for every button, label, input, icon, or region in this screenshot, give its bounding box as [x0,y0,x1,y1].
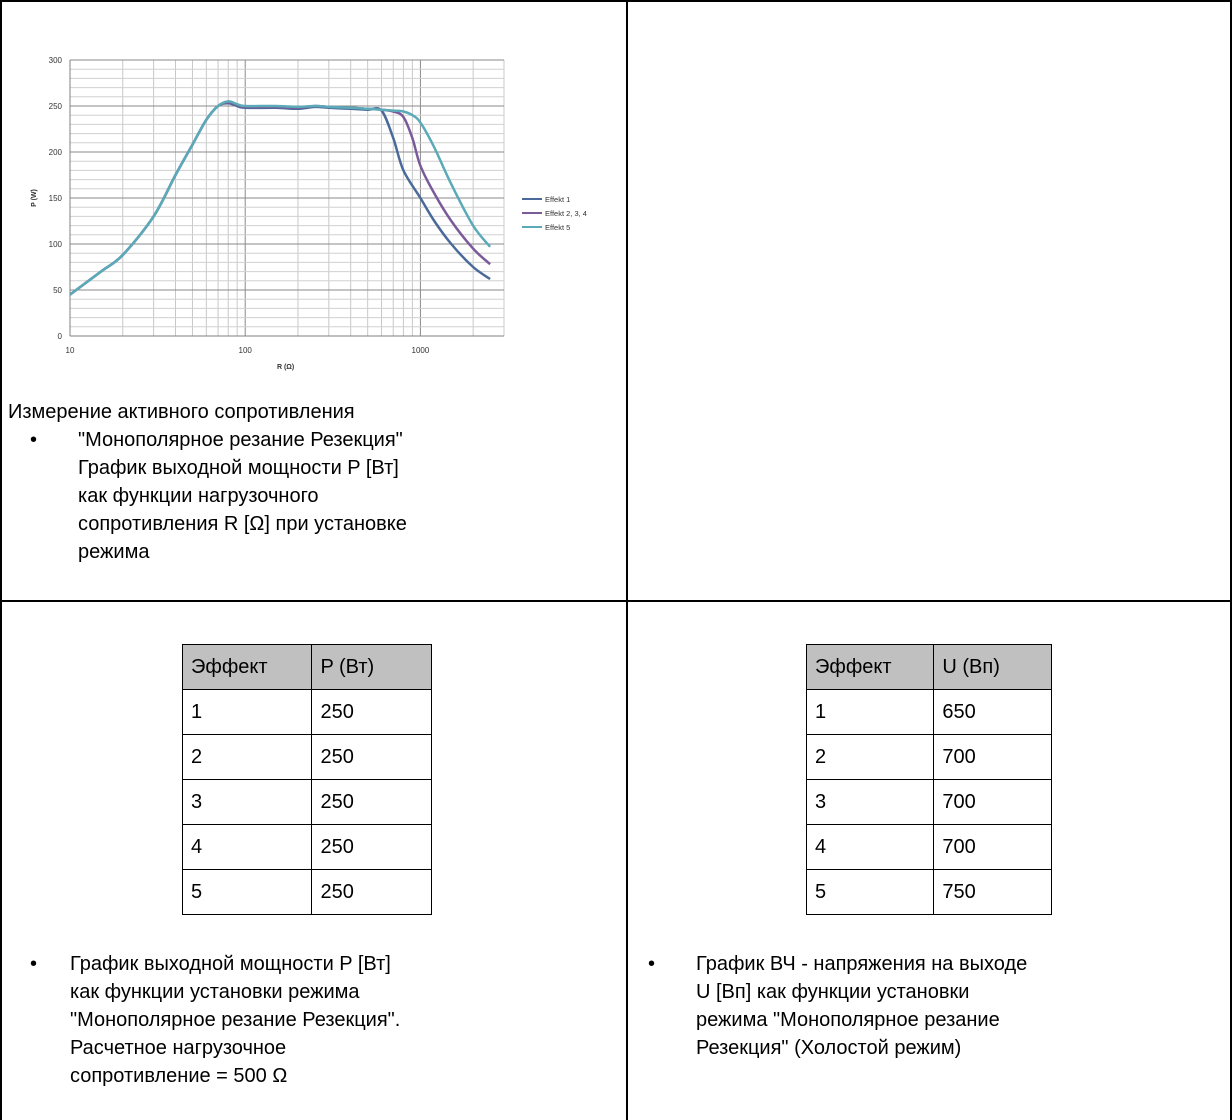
y-axis-label: P (W) [31,189,38,207]
table-cell: 750 [933,869,1052,915]
chart-cell: 0 50 100 150 200 250 300 10 100 1000 R (Ω) P (W) Eff… [2,2,626,600]
y-tick-label: 250 [49,102,63,111]
y-tick-label: 300 [49,56,63,65]
border-middle-vertical [626,0,628,1120]
bullet-dot: • [30,429,38,451]
table-row: 1 650 [805,689,1052,735]
table-row: 2 700 [805,734,1052,780]
power-table-cell: Эффект P (Вт) 1 250 2 250 3 250 4 250 5 250 • Граф… [2,602,626,1120]
table-cell: 250 [311,869,432,915]
bullet-power-description: • График выходной мощности P [Вт] как фу… [30,950,610,1120]
table-cell: 250 [311,689,432,735]
table-cell: 250 [311,779,432,825]
series-line [69,100,492,296]
border-middle-horizontal [0,600,1232,602]
table-cell: 1 [805,689,935,735]
table-cell: 1 [181,689,313,735]
power-vs-resistance-chart: 0 50 100 150 200 250 300 10 100 1000 R (Ω) P (W) Eff… [31,56,587,371]
table-row: 1 250 [181,689,432,735]
table-cell: 3 [181,779,313,825]
table-cell: 4 [181,824,313,870]
table-row: 3 700 [805,779,1052,825]
table-header-row: Эффект P (Вт) [181,644,432,690]
legend-label: Effekt 1 [545,195,570,204]
table-cell: 2 [181,734,313,780]
table-row: 4 250 [181,824,432,870]
bullet-voltage-description: • График ВЧ - напряжения на выходе U [Вп… [648,950,1208,1120]
table-cell: 700 [933,824,1052,870]
table-header-row: Эффект U (Вп) [805,644,1052,690]
table-header-cell: Эффект [181,644,313,690]
table-header-cell: P (Вт) [311,644,432,690]
border-left [0,0,2,1120]
table-row: 3 250 [181,779,432,825]
y-tick-label: 150 [49,194,63,203]
x-tick-label: 10 [66,346,75,355]
table-cell: 3 [805,779,935,825]
y-tick-label: 50 [53,286,62,295]
table-row: 5 750 [805,869,1052,915]
legend-label: Effekt 2, 3, 4 [545,209,587,218]
border-right [1230,0,1232,1120]
legend-label: Effekt 5 [545,223,570,232]
table-cell: 250 [311,734,432,780]
table-cell: 5 [805,869,935,915]
bullet-dot: • [30,953,38,975]
y-tick-label: 200 [49,148,63,157]
table-cell: 700 [933,779,1052,825]
table-row: 2 250 [181,734,432,780]
bullet-text: График выходной мощности P [Вт] как функ… [70,953,401,1087]
table-header-cell: Эффект [805,644,935,690]
power-table: Эффект P (Вт) 1 250 2 250 3 250 4 250 5 250 [181,644,432,915]
voltage-table-cell: Эффект U (Вп) 1 650 2 700 3 700 4 700 5 750 • Граф… [628,602,1230,1120]
x-tick-label: 1000 [412,346,430,355]
table-cell: 650 [933,689,1052,735]
bullet-resistance-description: • "Монополярное резание Резекция" График… [30,426,590,596]
table-cell: 700 [933,734,1052,780]
table-cell: 2 [805,734,935,780]
bullet-text: "Монополярное резание Резекция" График в… [78,429,407,563]
bullet-text: График ВЧ - напряжения на выходе U [Вп] … [696,953,1028,1059]
table-cell: 250 [311,824,432,870]
table-header-cell: U (Вп) [933,644,1052,690]
table-cell: 5 [181,869,313,915]
voltage-table: Эффект U (Вп) 1 650 2 700 3 700 4 700 5 750 [805,644,1052,915]
border-top [0,0,1232,2]
y-tick-label: 0 [58,332,63,341]
chart-caption: Измерение активного сопротивления [8,401,355,423]
x-tick-label: 100 [239,346,253,355]
table-row: 4 700 [805,824,1052,870]
y-tick-label: 100 [49,240,63,249]
x-axis-label: R (Ω) [277,364,294,371]
table-cell: 4 [805,824,935,870]
bullet-dot: • [648,953,656,975]
table-row: 5 250 [181,869,432,915]
